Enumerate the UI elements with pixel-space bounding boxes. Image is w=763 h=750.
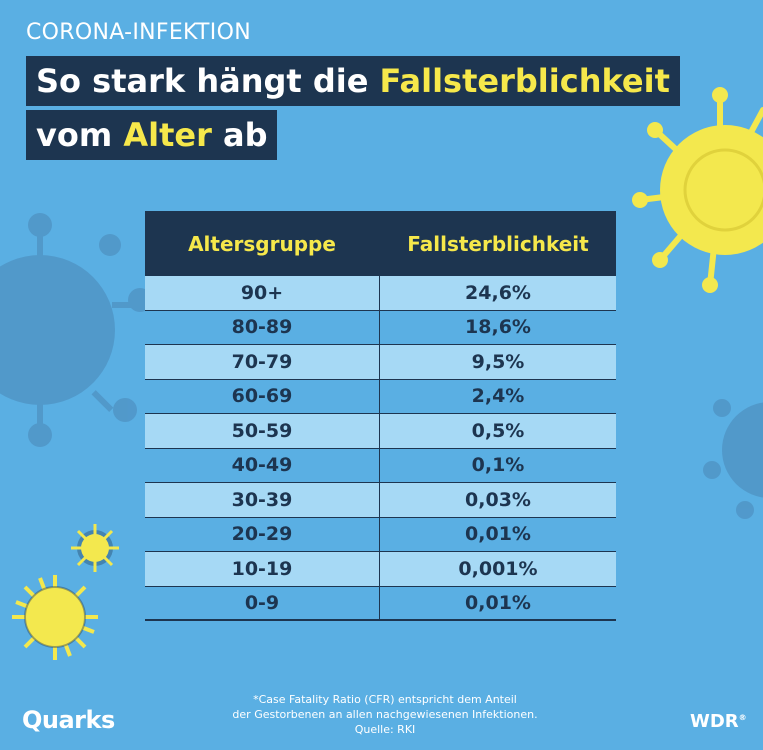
medium-yellow-virus-icon xyxy=(12,575,98,660)
wdr-logo: WDR® xyxy=(690,711,747,732)
quarks-logo: Quarks xyxy=(22,706,115,734)
headline-highlight-fallsterblichkeit: Fallsterblichkeit xyxy=(379,62,670,100)
table-body: 90+ 24,6% 80-89 18,6% 70-79 9,5% 60-69 2,4% 50-5… xyxy=(145,276,616,621)
age-group-cell: 40-49 xyxy=(145,448,380,482)
table-row: 0-9 0,01% xyxy=(145,586,616,621)
fatality-rate-cell: 0,01% xyxy=(465,523,531,546)
table-row: 90+ 24,6% xyxy=(145,276,616,311)
headline-highlight-alter: Alter xyxy=(123,116,212,154)
fatality-rate-cell: 0,001% xyxy=(458,557,538,580)
topic-kicker: CORONA-INFEKTION xyxy=(26,20,251,45)
small-yellow-virus-icon xyxy=(71,524,119,572)
table-row: 50-59 0,5% xyxy=(145,414,616,449)
fatality-rate-cell: 0,5% xyxy=(471,419,525,442)
large-yellow-virus-icon xyxy=(632,87,763,293)
headline-line-2-prefix: vom xyxy=(36,116,124,154)
table-row: 40-49 0,1% xyxy=(145,448,616,483)
header-altersgruppe: Altersgruppe xyxy=(145,211,380,276)
table-header: Altersgruppe Fallsterblichkeit xyxy=(145,211,616,276)
fatality-rate-cell: 18,6% xyxy=(465,316,531,339)
wdr-logo-text: WDR xyxy=(690,711,739,732)
table-row: 30-39 0,03% xyxy=(145,483,616,518)
footnote-line-1: *Case Fatality Ratio (CFR) entspricht de… xyxy=(253,693,517,706)
age-group-cell: 10-19 xyxy=(145,552,380,586)
age-group-cell: 0-9 xyxy=(145,586,380,619)
registered-mark: ® xyxy=(738,713,747,722)
left-shadow-virus-icon xyxy=(0,213,152,447)
headline-line-1: So stark hängt die Fallsterblichkeit xyxy=(26,56,680,106)
fatality-table: Altersgruppe Fallsterblichkeit 90+ 24,6% 8… xyxy=(145,211,616,621)
footnote: *Case Fatality Ratio (CFR) entspricht de… xyxy=(150,692,620,737)
age-group-cell: 80-89 xyxy=(145,310,380,344)
right-shadow-virus-icon xyxy=(703,399,763,519)
fatality-rate-cell: 24,6% xyxy=(465,281,531,304)
age-group-cell: 50-59 xyxy=(145,414,380,448)
headline-line-2-suffix: ab xyxy=(211,116,268,154)
headline-line-1-prefix: So stark hängt die xyxy=(36,62,380,100)
age-group-cell: 30-39 xyxy=(145,483,380,517)
header-fallsterblichkeit: Fallsterblichkeit xyxy=(407,231,589,256)
fatality-rate-cell: 0,03% xyxy=(465,488,531,511)
fatality-rate-cell: 2,4% xyxy=(471,385,525,408)
headline-line-2: vom Alter ab xyxy=(26,110,278,160)
age-group-cell: 70-79 xyxy=(145,345,380,379)
age-group-cell: 20-29 xyxy=(145,517,380,551)
age-group-cell: 60-69 xyxy=(145,379,380,413)
footnote-line-2: der Gestorbenen an allen nachgewiesenen … xyxy=(232,708,538,721)
fatality-rate-cell: 0,1% xyxy=(471,454,525,477)
footnote-source: Quelle: RKI xyxy=(354,723,416,736)
table-row: 60-69 2,4% xyxy=(145,379,616,414)
table-row: 70-79 9,5% xyxy=(145,345,616,380)
table-row: 80-89 18,6% xyxy=(145,310,616,345)
fatality-rate-cell: 9,5% xyxy=(471,350,525,373)
fatality-rate-cell: 0,01% xyxy=(465,591,531,614)
age-group-cell: 90+ xyxy=(145,276,380,310)
table-row: 10-19 0,001% xyxy=(145,552,616,587)
table-row: 20-29 0,01% xyxy=(145,517,616,552)
